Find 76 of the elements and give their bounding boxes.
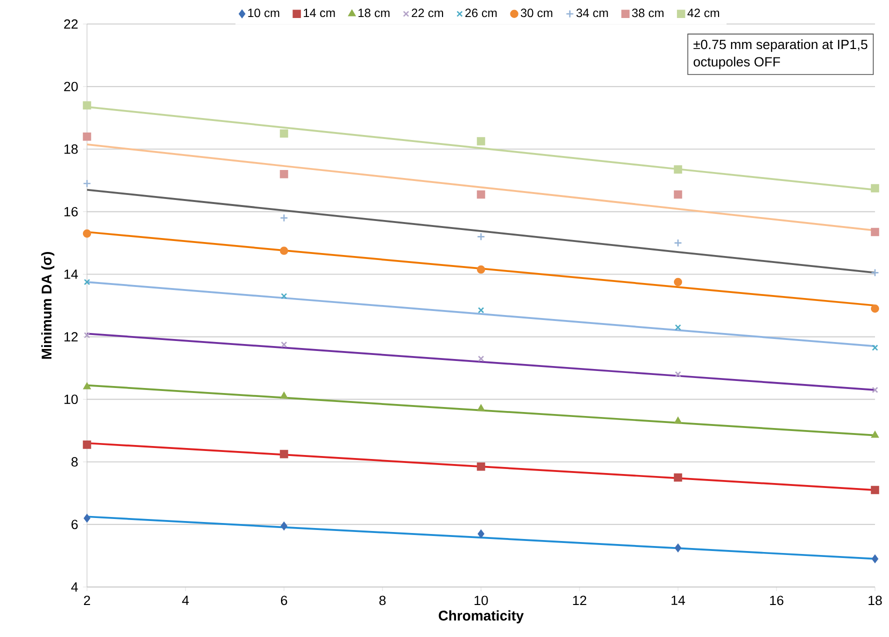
point — [84, 514, 90, 522]
point — [280, 214, 288, 222]
point — [872, 344, 878, 351]
point — [280, 522, 288, 530]
point — [674, 278, 682, 286]
x-tick-label: 4 — [182, 596, 189, 605]
y-tick-label: 20 — [64, 82, 78, 92]
x-axis-title: Chromaticity — [438, 610, 524, 624]
point — [476, 137, 486, 146]
point — [82, 440, 92, 449]
point — [674, 324, 682, 331]
point — [82, 229, 92, 238]
legend-label: 42 cm — [687, 8, 720, 18]
point — [476, 232, 486, 241]
point — [280, 246, 288, 255]
point — [674, 190, 682, 199]
point — [674, 417, 682, 424]
point — [870, 486, 880, 494]
x-tick-label: 14 — [672, 596, 686, 605]
point — [82, 132, 92, 141]
point — [82, 179, 92, 188]
point — [478, 307, 484, 314]
y-tick-label: 16 — [64, 206, 78, 216]
legend-label: 18 cm — [358, 8, 390, 18]
y-tick-label: 4 — [71, 582, 78, 592]
point — [870, 228, 880, 236]
point — [84, 278, 90, 286]
point — [83, 382, 91, 390]
y-tick-label: 12 — [64, 332, 78, 342]
x-tick-label: 2 — [84, 596, 90, 606]
y-tick-label: 14 — [64, 270, 78, 279]
point — [82, 101, 92, 110]
y-tick-label: 22 — [64, 19, 78, 29]
legend-label: 38 cm — [632, 8, 664, 18]
x-tick-label: 8 — [379, 596, 386, 606]
point — [280, 292, 288, 300]
y-tick-label: 10 — [64, 394, 78, 404]
x-tick-label: 12 — [573, 596, 586, 606]
annotation: ±0.75 mm separation at IP1,5 — [694, 39, 868, 52]
legend-label: 22 cm — [412, 8, 444, 18]
x-tick-label: 6 — [280, 596, 288, 606]
point — [280, 450, 288, 458]
legend-label: 26 cm — [465, 8, 497, 18]
y-tick-label: 6 — [72, 520, 78, 530]
line-series — [87, 281, 876, 348]
point — [674, 473, 682, 482]
legend-label: 10 cm — [248, 8, 280, 18]
point — [674, 238, 682, 248]
point — [478, 356, 484, 362]
point — [870, 184, 880, 192]
y-tick-label: 8 — [71, 457, 78, 467]
x-tick-label: 18 — [868, 596, 882, 606]
point — [872, 386, 878, 394]
point — [674, 165, 682, 174]
point — [870, 268, 880, 277]
point — [476, 462, 486, 471]
annotation: octupoles OFF — [694, 56, 780, 70]
point — [476, 265, 486, 274]
x-tick-label: 10 — [474, 596, 488, 606]
legend-label: 34 cm — [576, 8, 608, 18]
point — [674, 371, 682, 378]
point — [477, 404, 485, 412]
legend-label: 14 cm — [304, 8, 335, 18]
point — [280, 341, 288, 348]
point — [280, 392, 288, 399]
point — [84, 332, 90, 338]
point — [280, 170, 288, 178]
x-tick-label: 16 — [770, 596, 784, 606]
point — [476, 190, 486, 199]
line-series — [87, 188, 876, 274]
point — [280, 129, 288, 138]
legend-label: 30 cm — [520, 8, 552, 18]
y-tick-label: 18 — [64, 144, 78, 154]
y-axis-title: Minimum DA (σ) — [41, 252, 54, 359]
point — [674, 544, 682, 552]
point — [478, 530, 484, 538]
